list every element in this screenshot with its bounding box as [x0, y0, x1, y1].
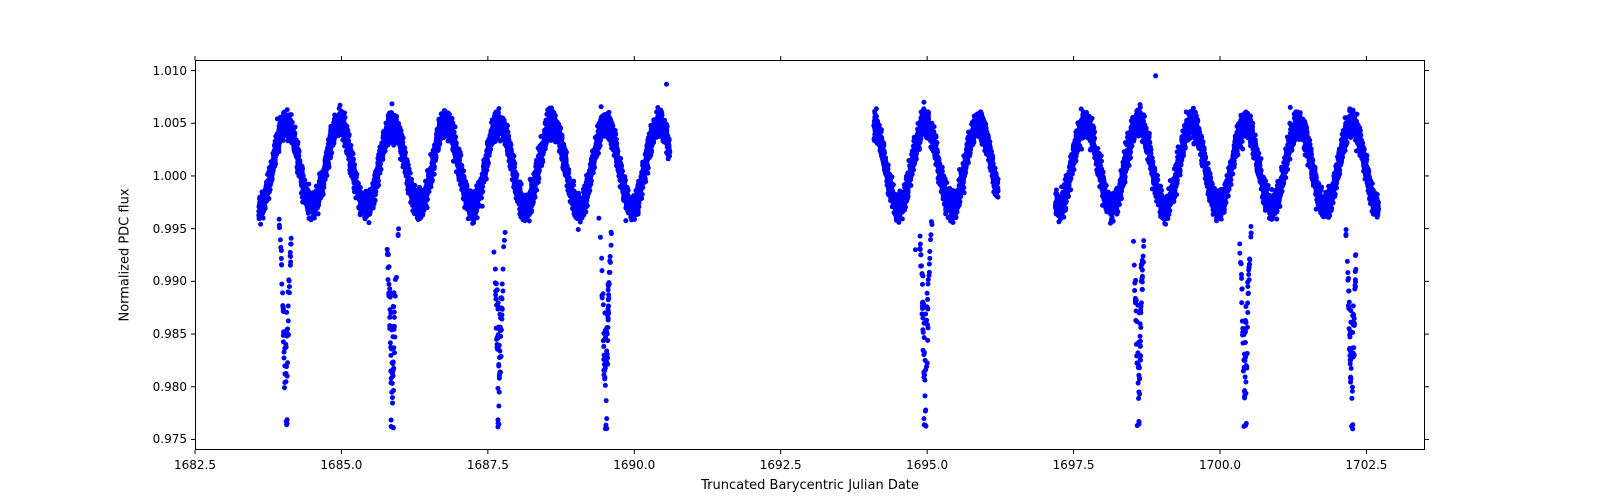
y-tick-label: 0.975 [153, 432, 187, 446]
y-axis-label: Normalized PDC flux [118, 188, 133, 321]
x-tick-label: 1695.0 [906, 458, 948, 472]
y-tick-label: 0.995 [153, 222, 187, 236]
x-tick-label: 1685.0 [320, 458, 362, 472]
x-tick-label: 1687.5 [467, 458, 509, 472]
y-tick-label: 1.000 [153, 169, 187, 183]
y-tick-label: 0.980 [153, 380, 187, 394]
x-tick-label: 1690.0 [613, 458, 655, 472]
x-tick-label: 1682.5 [174, 458, 216, 472]
x-axis-label: Truncated Barycentric Julian Date [701, 478, 919, 493]
x-tick-label: 1692.5 [760, 458, 802, 472]
x-tick-label: 1697.5 [1053, 458, 1095, 472]
y-tick-label: 0.990 [153, 274, 187, 288]
y-tick-label: 1.005 [153, 116, 187, 130]
x-tick-label: 1700.0 [1199, 458, 1241, 472]
figure: 1682.5 1685.0 1687.5 1690.0 1692.5 1695.0 1697… [0, 0, 1600, 500]
x-tick-label: 1702.5 [1345, 458, 1387, 472]
y-tick-label: 0.985 [153, 327, 187, 341]
y-tick-label: 1.010 [153, 64, 187, 78]
